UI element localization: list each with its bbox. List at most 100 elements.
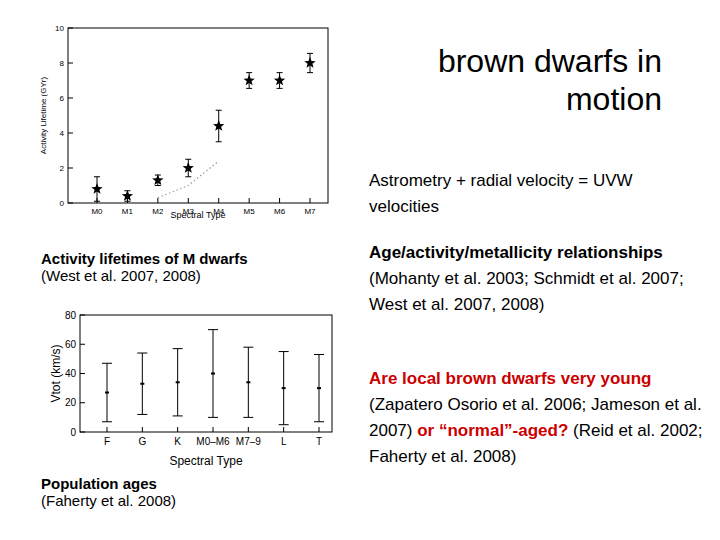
bullet-text: Are local brown dwarfs very young (Zapat…	[369, 366, 707, 470]
point-dash	[282, 387, 286, 389]
x-tick	[283, 427, 284, 432]
x-tick	[249, 198, 250, 203]
y-tick-label: 8	[60, 59, 65, 68]
point-star	[91, 183, 102, 194]
x-tick-label: G	[138, 436, 146, 447]
error-bar	[279, 352, 289, 425]
plot-frame	[80, 315, 332, 432]
y-tick	[80, 344, 85, 345]
error-cap	[208, 329, 218, 330]
data-area	[102, 330, 324, 425]
point-dash	[176, 381, 180, 383]
y-tick-label: 0	[70, 427, 76, 438]
error-bar	[102, 363, 112, 422]
error-bar	[173, 349, 183, 416]
x-tick-label: M5	[244, 207, 256, 216]
caption: Activity lifetimes of M dwarfs(West et a…	[41, 250, 248, 284]
error-bar	[243, 347, 253, 417]
point-star	[304, 57, 315, 68]
y-tick-label: 2	[60, 164, 65, 173]
error-cap	[94, 201, 100, 202]
x-tick	[188, 198, 189, 203]
x-tick	[213, 427, 214, 432]
point-star	[183, 162, 194, 173]
point-star	[122, 190, 133, 201]
point-dash	[317, 387, 321, 389]
y-tick	[80, 432, 85, 433]
y-tick	[68, 98, 73, 99]
error-cap	[137, 353, 147, 354]
error-cap	[102, 363, 112, 364]
error-cap	[277, 72, 283, 73]
x-tick-label: M2	[152, 207, 164, 216]
point-dash	[140, 383, 144, 385]
error-cap	[137, 414, 147, 415]
caption-title: Population ages	[41, 475, 176, 492]
y-tick-label: 40	[65, 368, 77, 379]
point-star	[274, 75, 285, 86]
bullet-part: or “normal”-aged?	[417, 421, 568, 440]
error-cap	[243, 347, 253, 348]
error-cap	[314, 354, 324, 355]
chart: 0246810M0M1M2M3M4M5M6M7Spectral TypeActi…	[39, 24, 328, 220]
y-tick	[68, 168, 73, 169]
bullet-part: Are local brown dwarfs very young	[369, 369, 651, 388]
error-cap	[307, 53, 313, 54]
y-tick	[68, 203, 73, 204]
x-tick	[248, 427, 249, 432]
error-cap	[279, 424, 289, 425]
error-bar	[208, 330, 218, 418]
chart: 020406080FGKM0–M6M7–9LTSpectral TypeVtot…	[49, 310, 332, 469]
y-tick	[80, 402, 85, 403]
series-line	[158, 161, 219, 198]
error-cap	[246, 88, 252, 89]
x-tick-label: L	[281, 436, 287, 447]
x-tick	[142, 427, 143, 432]
x-tick	[218, 198, 219, 203]
error-cap	[246, 72, 252, 73]
error-cap	[216, 141, 222, 142]
error-cap	[185, 176, 191, 177]
point-star	[152, 174, 163, 185]
x-tick-label: F	[104, 436, 110, 447]
error-cap	[102, 421, 112, 422]
x-tick-label: T	[316, 436, 322, 447]
slide-title: brown dwarfs inmotion	[438, 42, 662, 118]
error-bar	[137, 353, 147, 414]
error-cap	[94, 176, 100, 177]
x-tick	[107, 427, 108, 432]
y-tick	[80, 373, 85, 374]
error-cap	[216, 110, 222, 111]
bullet-part: Age/activity/metallicity relationships	[369, 243, 663, 262]
error-cap	[155, 185, 161, 186]
y-tick	[68, 63, 73, 64]
point-star	[213, 120, 224, 131]
bullet-text: Astrometry + radial velocity = UVW veloc…	[369, 168, 707, 220]
bullet-part: Astrometry + radial velocity = UVW veloc…	[369, 171, 633, 216]
x-tick	[177, 427, 178, 432]
error-cap	[173, 348, 183, 349]
x-axis-label: Spectral Type	[171, 210, 226, 220]
x-tick	[310, 198, 311, 203]
error-cap	[243, 417, 253, 418]
y-tick-label: 6	[60, 94, 65, 103]
y-tick-label: 60	[65, 339, 77, 350]
caption-source: (West et al. 2007, 2008)	[41, 267, 248, 284]
title-line: motion	[438, 80, 662, 118]
bullet-part: (Mohanty et al. 2003; Schmidt et al. 200…	[369, 269, 684, 314]
y-tick-label: 0	[60, 199, 65, 208]
caption-source: (Faherty et al. 2008)	[41, 492, 176, 509]
error-cap	[314, 421, 324, 422]
x-tick-label: M0–M6	[196, 436, 230, 447]
bullet-text: Age/activity/metallicity relationships (…	[369, 240, 707, 318]
x-axis-label: Spectral Type	[169, 454, 242, 468]
x-tick-label: M6	[274, 207, 286, 216]
x-tick-label: M1	[122, 207, 134, 216]
y-tick-label: 10	[55, 24, 64, 33]
error-cap	[173, 415, 183, 416]
data-area	[91, 53, 315, 201]
x-tick-label: M7	[304, 207, 316, 216]
y-axis-label: Activity Lifetime (GYr)	[39, 76, 48, 154]
x-tick-label: M7–9	[236, 436, 261, 447]
x-tick	[157, 198, 158, 203]
